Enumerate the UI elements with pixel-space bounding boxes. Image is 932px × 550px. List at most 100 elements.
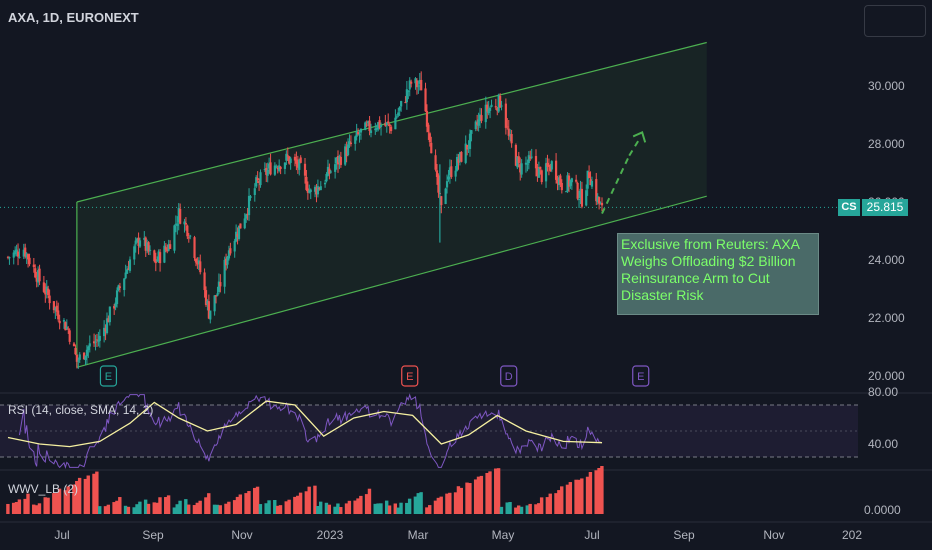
candle-body	[94, 341, 97, 343]
volume-bar	[75, 480, 79, 514]
candle-body	[227, 250, 231, 259]
candle-body	[524, 162, 528, 165]
candle-body	[368, 120, 371, 132]
volume-bar	[63, 490, 67, 514]
volume-bar	[416, 493, 420, 514]
volume-bar	[252, 487, 257, 514]
candle-body	[288, 156, 291, 164]
top-right-button[interactable]	[864, 5, 926, 37]
candle-body	[504, 103, 507, 128]
volume-bar	[247, 491, 251, 514]
candle-body	[226, 256, 229, 265]
volume-bar	[356, 498, 360, 514]
time-tick-label: Mar	[408, 528, 429, 542]
candle-body	[38, 268, 41, 282]
volume-bar	[428, 505, 432, 514]
volume-bar	[198, 500, 202, 514]
candle-body	[199, 261, 202, 273]
volume-bar	[565, 484, 570, 514]
candle-body	[295, 159, 298, 164]
candle-body	[163, 245, 166, 263]
time-tick-label: Jul	[584, 528, 599, 542]
volume-bar	[172, 507, 177, 514]
candle-body	[325, 173, 328, 182]
rsi-tick-label: 80.00	[868, 385, 898, 399]
candle-body	[536, 166, 539, 177]
wwv-indicator-label[interactable]: WWV_LB (2)	[8, 482, 79, 496]
candle-body	[146, 242, 149, 251]
candle-body	[530, 156, 533, 158]
candle-body	[217, 281, 221, 293]
candle-body	[255, 177, 258, 187]
volume-bar	[364, 494, 369, 514]
event-marker	[99, 365, 118, 387]
volume-bar	[396, 507, 400, 514]
volume-bar	[494, 468, 498, 514]
candle-body	[34, 268, 37, 278]
volume-bar	[115, 500, 119, 514]
candle-body	[407, 90, 410, 92]
candle-body	[494, 106, 497, 108]
event-marker-letter: D	[505, 371, 513, 383]
volume-bar	[118, 497, 122, 514]
candle-body	[344, 146, 347, 165]
volume-bar	[413, 496, 418, 514]
news-annotation[interactable]: Exclusive from Reuters: AXA Weighs Offlo…	[617, 233, 819, 315]
volume-bar	[255, 486, 260, 514]
candle-body	[143, 237, 146, 240]
volume-tick-label: 0.0000	[864, 503, 901, 517]
candle-body	[326, 166, 330, 176]
rsi-line	[19, 393, 603, 470]
volume-bar	[479, 475, 484, 514]
candle-body	[303, 163, 307, 176]
candle-body	[414, 78, 417, 84]
candle-body	[447, 176, 450, 180]
candle-body	[52, 301, 56, 311]
candle-body	[499, 95, 502, 108]
candle-body	[437, 175, 440, 193]
projection-arrowhead	[632, 131, 647, 143]
volume-bar	[212, 504, 217, 514]
volume-bar	[353, 500, 357, 514]
candle-body	[454, 170, 457, 177]
volume-bar	[425, 507, 429, 514]
volume-bar	[514, 507, 518, 514]
candle-body	[319, 186, 322, 191]
candle-body	[308, 190, 311, 193]
candle-body	[157, 251, 160, 261]
candle-body	[378, 120, 381, 128]
candle-body	[316, 186, 320, 195]
volume-bar	[519, 506, 524, 514]
volume-bar	[316, 506, 320, 514]
candle-body	[275, 166, 278, 168]
candle-body	[269, 162, 272, 175]
candle-body	[74, 348, 77, 355]
candle-body	[87, 346, 90, 351]
volume-bar	[327, 504, 331, 514]
candle-body	[394, 117, 397, 130]
candle-body	[404, 102, 407, 104]
candle-body	[490, 104, 493, 107]
candle-body	[579, 188, 582, 198]
candle-body	[520, 163, 523, 175]
volume-bar	[597, 467, 601, 514]
candle-body	[207, 301, 210, 319]
volume-bar	[32, 504, 36, 514]
candle-body	[197, 260, 200, 264]
volume-bar	[267, 500, 271, 514]
candle-body	[384, 122, 387, 126]
candle-body	[236, 233, 239, 237]
time-tick-label: 2023	[317, 528, 344, 542]
candle-body	[540, 170, 543, 183]
volume-bar	[296, 495, 300, 514]
volume-bar	[232, 500, 237, 514]
candle-body	[216, 293, 219, 296]
volume-bar	[138, 501, 142, 514]
volume-bar	[238, 494, 243, 514]
rsi-indicator-label[interactable]: RSI (14, close, SMA, 14, 2)	[8, 403, 154, 417]
candle-body	[398, 106, 401, 111]
volume-bar	[273, 499, 277, 514]
candle-body	[235, 231, 238, 242]
candle-body	[464, 143, 467, 163]
